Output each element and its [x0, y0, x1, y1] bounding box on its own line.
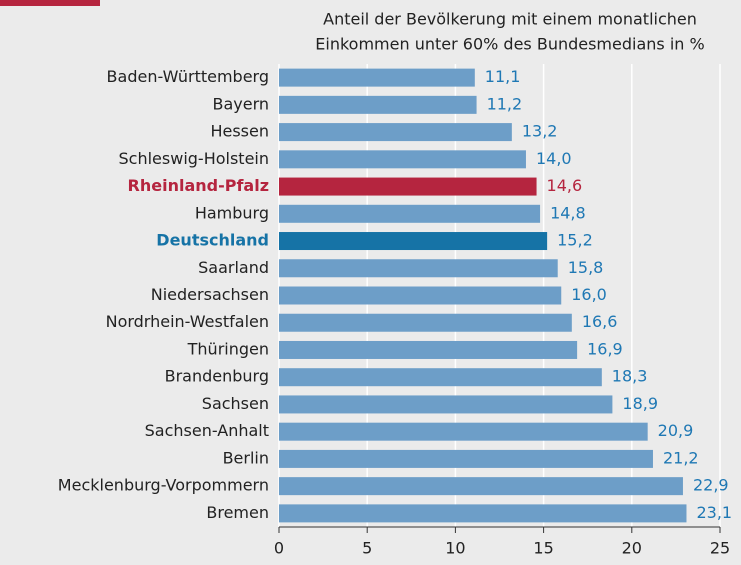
- bar: [279, 477, 683, 496]
- value-label: 14,0: [536, 149, 572, 168]
- bar: [279, 232, 548, 251]
- value-label: 11,2: [487, 94, 523, 113]
- category-label: Hamburg: [195, 203, 269, 222]
- value-label: 11,1: [485, 67, 521, 86]
- bar: [279, 395, 613, 414]
- bar: [279, 204, 541, 223]
- category-label: Rheinland-Pfalz: [128, 176, 269, 195]
- x-tick-label: 25: [710, 539, 730, 558]
- bar: [279, 504, 687, 523]
- category-label: Baden-Württemberg: [107, 67, 269, 86]
- value-label: 16,9: [587, 339, 623, 358]
- value-label: 22,9: [693, 476, 729, 495]
- bar: [279, 123, 512, 142]
- x-tick-label: 15: [533, 539, 553, 558]
- bar: [279, 259, 558, 278]
- category-label: Brandenburg: [165, 367, 269, 386]
- category-label: Sachsen: [202, 394, 269, 413]
- category-label: Sachsen-Anhalt: [145, 421, 269, 440]
- bar: [279, 368, 602, 387]
- accent-strip: [0, 0, 100, 6]
- chart-title: Einkommen unter 60% des Bundesmedians in…: [315, 35, 704, 54]
- category-label: Bayern: [212, 94, 269, 113]
- value-label: 18,9: [622, 394, 658, 413]
- bar: [279, 422, 648, 441]
- value-label: 14,8: [550, 203, 586, 222]
- x-tick-label: 5: [362, 539, 372, 558]
- category-label: Bremen: [206, 503, 269, 522]
- category-label: Mecklenburg-Vorpommern: [58, 476, 269, 495]
- x-tick-label: 10: [445, 539, 465, 558]
- value-label: 15,2: [557, 231, 593, 250]
- value-label: 13,2: [522, 122, 558, 141]
- bar: [279, 150, 526, 169]
- category-label: Niedersachsen: [151, 285, 269, 304]
- category-label: Deutschland: [156, 231, 269, 250]
- value-label: 15,8: [568, 258, 604, 277]
- bar: [279, 286, 562, 305]
- category-label: Thüringen: [187, 339, 269, 358]
- value-label: 14,6: [547, 176, 583, 195]
- value-label: 18,3: [612, 367, 648, 386]
- category-label: Hessen: [210, 122, 269, 141]
- chart-title: Anteil der Bevölkerung mit einem monatli…: [323, 10, 697, 29]
- category-label: Berlin: [223, 448, 269, 467]
- bar: [279, 68, 475, 87]
- category-label: Saarland: [198, 258, 269, 277]
- value-label: 16,6: [582, 312, 618, 331]
- bar: [279, 313, 572, 332]
- value-label: 21,2: [663, 448, 699, 467]
- bar: [279, 449, 653, 468]
- bar: [279, 177, 537, 196]
- bar: [279, 95, 477, 114]
- value-label: 23,1: [696, 503, 732, 522]
- category-label: Nordrhein-Westfalen: [106, 312, 269, 331]
- bar: [279, 340, 578, 359]
- value-label: 16,0: [571, 285, 607, 304]
- category-label: Schleswig-Holstein: [119, 149, 269, 168]
- x-tick-label: 0: [274, 539, 284, 558]
- value-label: 20,9: [658, 421, 694, 440]
- x-tick-label: 20: [622, 539, 642, 558]
